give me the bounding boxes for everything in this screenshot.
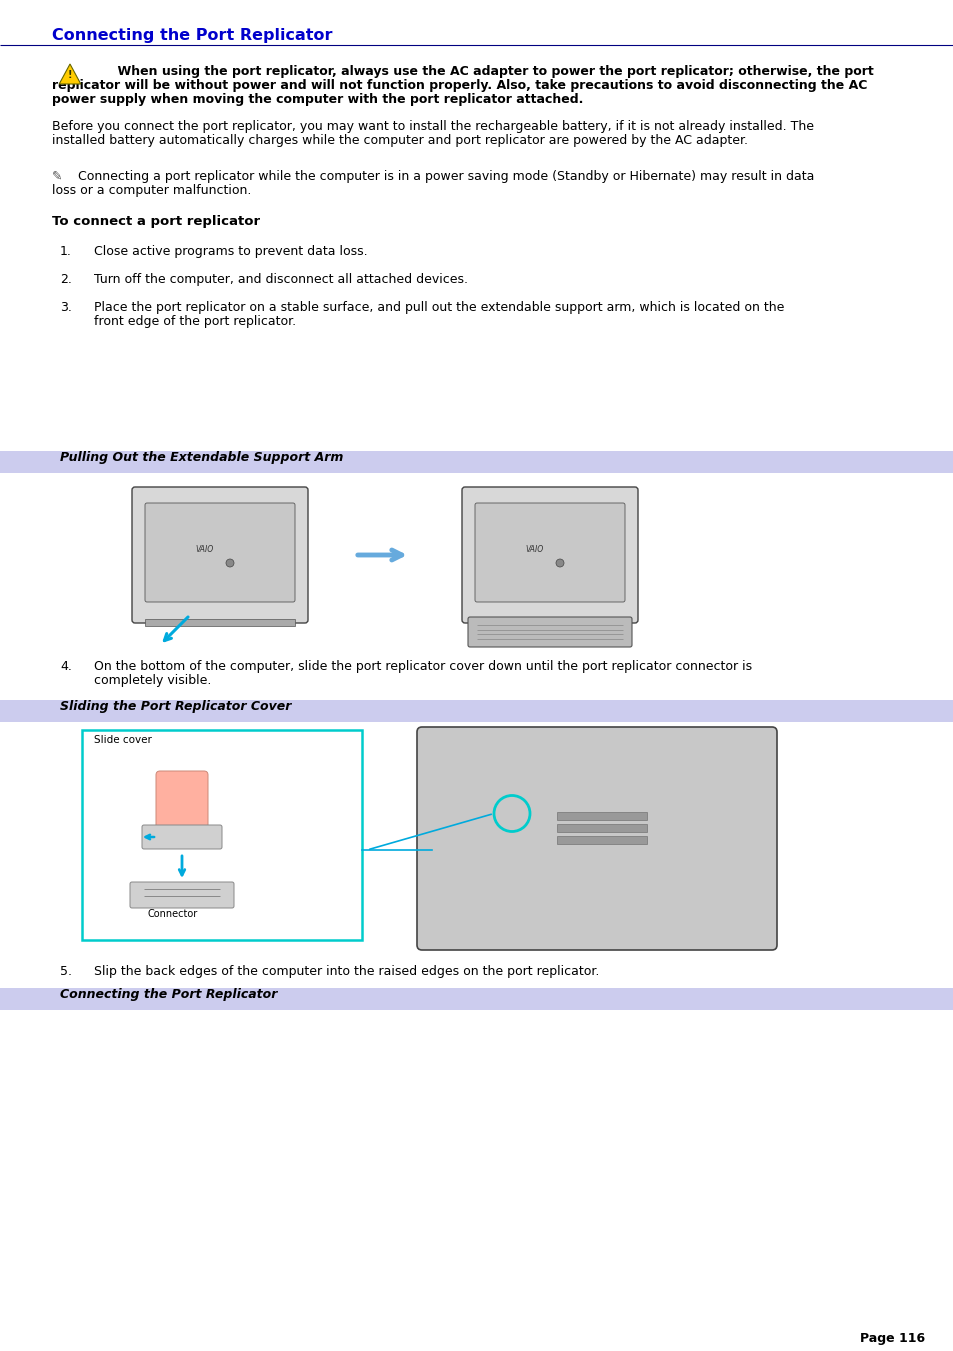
- Bar: [0, 451, 953, 473]
- Text: front edge of the port replicator.: front edge of the port replicator.: [94, 315, 295, 328]
- Polygon shape: [59, 63, 81, 84]
- Text: Connecting a port replicator while the computer is in a power saving mode (Stand: Connecting a port replicator while the c…: [74, 170, 814, 182]
- Text: Before you connect the port replicator, you may want to install the rechargeable: Before you connect the port replicator, …: [52, 120, 813, 132]
- Bar: [557, 812, 646, 820]
- FancyBboxPatch shape: [475, 503, 624, 603]
- Text: !: !: [68, 70, 72, 80]
- FancyBboxPatch shape: [468, 617, 631, 647]
- Text: Place the port replicator on a stable surface, and pull out the extendable suppo: Place the port replicator on a stable su…: [94, 301, 783, 313]
- Bar: [557, 835, 646, 843]
- FancyBboxPatch shape: [156, 771, 208, 834]
- Text: On the bottom of the computer, slide the port replicator cover down until the po: On the bottom of the computer, slide the…: [94, 661, 751, 673]
- FancyBboxPatch shape: [461, 486, 638, 623]
- Text: replicator will be without power and will not function properly. Also, take prec: replicator will be without power and wil…: [52, 78, 866, 92]
- Text: Close active programs to prevent data loss.: Close active programs to prevent data lo…: [94, 245, 367, 258]
- FancyBboxPatch shape: [130, 882, 233, 908]
- Bar: [0, 988, 953, 1011]
- Text: Slip the back edges of the computer into the raised edges on the port replicator: Slip the back edges of the computer into…: [94, 965, 598, 978]
- Text: completely visible.: completely visible.: [94, 674, 212, 688]
- Text: ✎: ✎: [52, 170, 63, 182]
- Text: Page 116: Page 116: [859, 1332, 924, 1346]
- Text: Connecting the Port Replicator: Connecting the Port Replicator: [52, 28, 333, 43]
- Text: To connect a port replicator: To connect a port replicator: [52, 215, 260, 228]
- Circle shape: [556, 559, 563, 567]
- Text: Slide cover: Slide cover: [94, 735, 152, 744]
- Text: Pulling Out the Extendable Support Arm: Pulling Out the Extendable Support Arm: [60, 451, 343, 463]
- Bar: [0, 700, 953, 721]
- Text: When using the port replicator, always use the AC adapter to power the port repl: When using the port replicator, always u…: [100, 65, 873, 78]
- Text: Turn off the computer, and disconnect all attached devices.: Turn off the computer, and disconnect al…: [94, 273, 468, 286]
- Text: loss or a computer malfunction.: loss or a computer malfunction.: [52, 184, 251, 197]
- FancyBboxPatch shape: [145, 503, 294, 603]
- FancyBboxPatch shape: [132, 486, 308, 623]
- Text: power supply when moving the computer with the port replicator attached.: power supply when moving the computer wi…: [52, 93, 583, 105]
- Text: VAIO: VAIO: [195, 546, 213, 554]
- Circle shape: [226, 559, 233, 567]
- Bar: [557, 824, 646, 831]
- Text: VAIO: VAIO: [525, 546, 543, 554]
- FancyBboxPatch shape: [416, 727, 776, 950]
- Text: Connecting the Port Replicator: Connecting the Port Replicator: [60, 988, 277, 1001]
- Text: 1.: 1.: [60, 245, 71, 258]
- Text: Sliding the Port Replicator Cover: Sliding the Port Replicator Cover: [60, 700, 291, 713]
- Text: installed battery automatically charges while the computer and port replicator a: installed battery automatically charges …: [52, 134, 747, 147]
- Text: 2.: 2.: [60, 273, 71, 286]
- Text: 4.: 4.: [60, 661, 71, 673]
- FancyBboxPatch shape: [82, 730, 361, 940]
- FancyBboxPatch shape: [142, 825, 222, 848]
- Bar: [145, 619, 294, 626]
- Text: 3.: 3.: [60, 301, 71, 313]
- Text: 5.: 5.: [60, 965, 71, 978]
- Text: Connector: Connector: [147, 909, 197, 919]
